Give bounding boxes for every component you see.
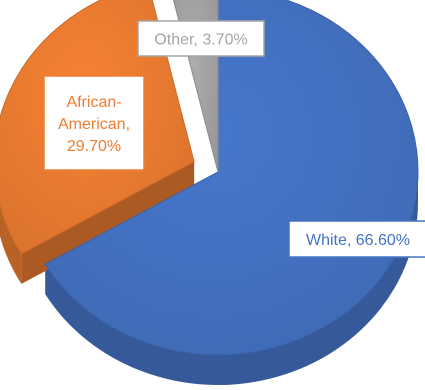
pie-slice-white: [44, 0, 419, 356]
data-label-line: African-: [66, 94, 121, 111]
data-label-line: White, 66.60%: [306, 232, 410, 249]
pie-side-african-american: [0, 205, 22, 284]
data-label-african-american: African- American, 29.70%: [43, 75, 145, 171]
data-label-line: American,: [58, 116, 130, 133]
data-label-other: Other, 3.70%: [137, 20, 265, 57]
pie-side-white: [45, 172, 418, 385]
data-label-line: 29.70%: [67, 138, 121, 155]
data-label-white: White, 66.60%: [288, 220, 425, 258]
data-label-line: Other, 3.70%: [154, 32, 247, 49]
